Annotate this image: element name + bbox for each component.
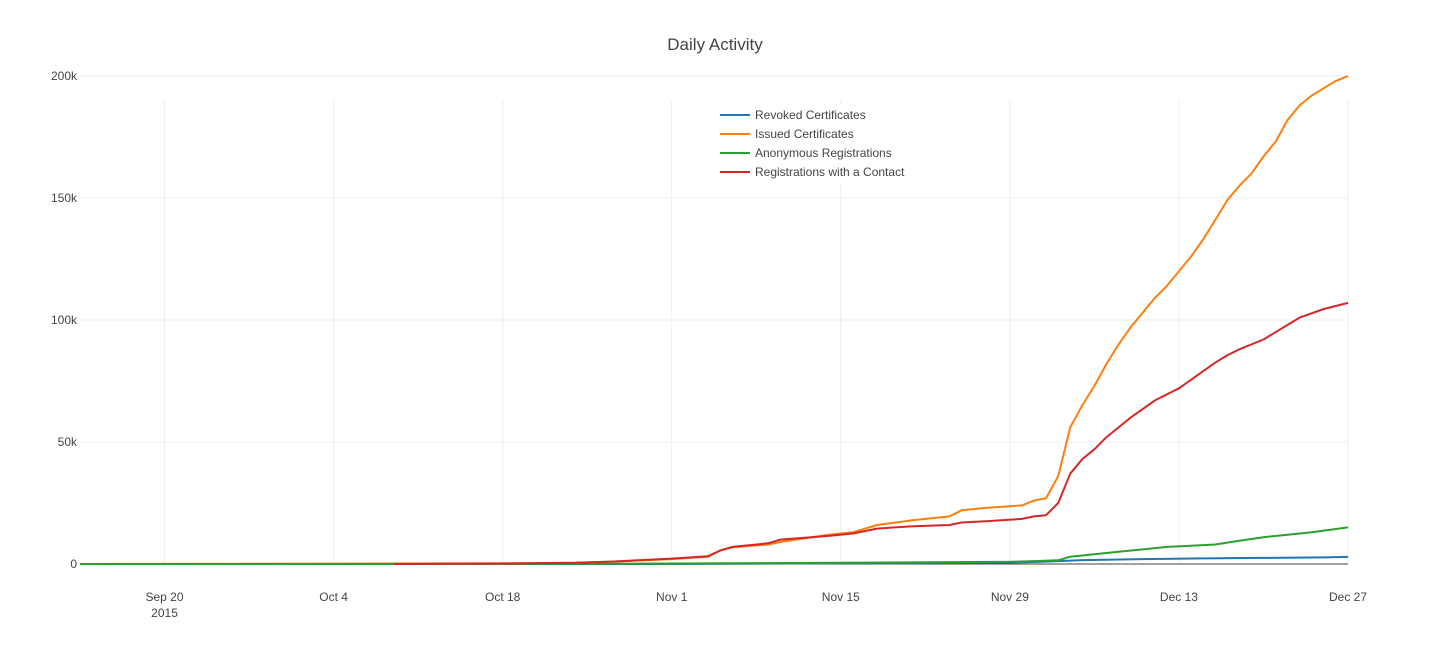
- x-tick-label: Oct 18: [485, 590, 521, 604]
- legend-item-label[interactable]: Issued Certificates: [755, 127, 854, 141]
- gridlines: [80, 75, 1349, 564]
- legend-item-label[interactable]: Revoked Certificates: [755, 108, 866, 122]
- y-tick-label: 50k: [58, 435, 78, 449]
- series-line-registrations-with-a-contact: [393, 301, 1349, 565]
- x-tick-label: Dec 13: [1160, 590, 1198, 604]
- axes: 0 50k 100k 150k 200k Sep 20 2015 Oct 4 Oct 18 Nov…: [51, 69, 1367, 620]
- legend[interactable]: Revoked Certificates Issued Certificates A…: [716, 104, 914, 184]
- series-lines: [79, 75, 1349, 565]
- x-tick-label: Nov 15: [822, 590, 860, 604]
- x-tick-label: Nov 1: [656, 590, 688, 604]
- y-tick-label: 150k: [51, 191, 78, 205]
- y-tick-label: 200k: [51, 69, 78, 83]
- y-tick-label: 0: [70, 557, 77, 571]
- x-tick-label: Sep 20: [146, 590, 184, 604]
- x-tick-label: Dec 27: [1329, 590, 1367, 604]
- legend-background: [716, 104, 914, 184]
- x-tick-label: Nov 29: [991, 590, 1029, 604]
- x-tick-year-label: 2015: [151, 606, 178, 620]
- series-line-anonymous-registrations: [80, 526, 1349, 565]
- legend-item-label[interactable]: Registrations with a Contact: [755, 165, 905, 179]
- x-tick-label: Oct 4: [319, 590, 348, 604]
- chart-title: Daily Activity: [667, 35, 763, 54]
- y-tick-label: 100k: [51, 313, 78, 327]
- legend-item-label[interactable]: Anonymous Registrations: [755, 146, 892, 160]
